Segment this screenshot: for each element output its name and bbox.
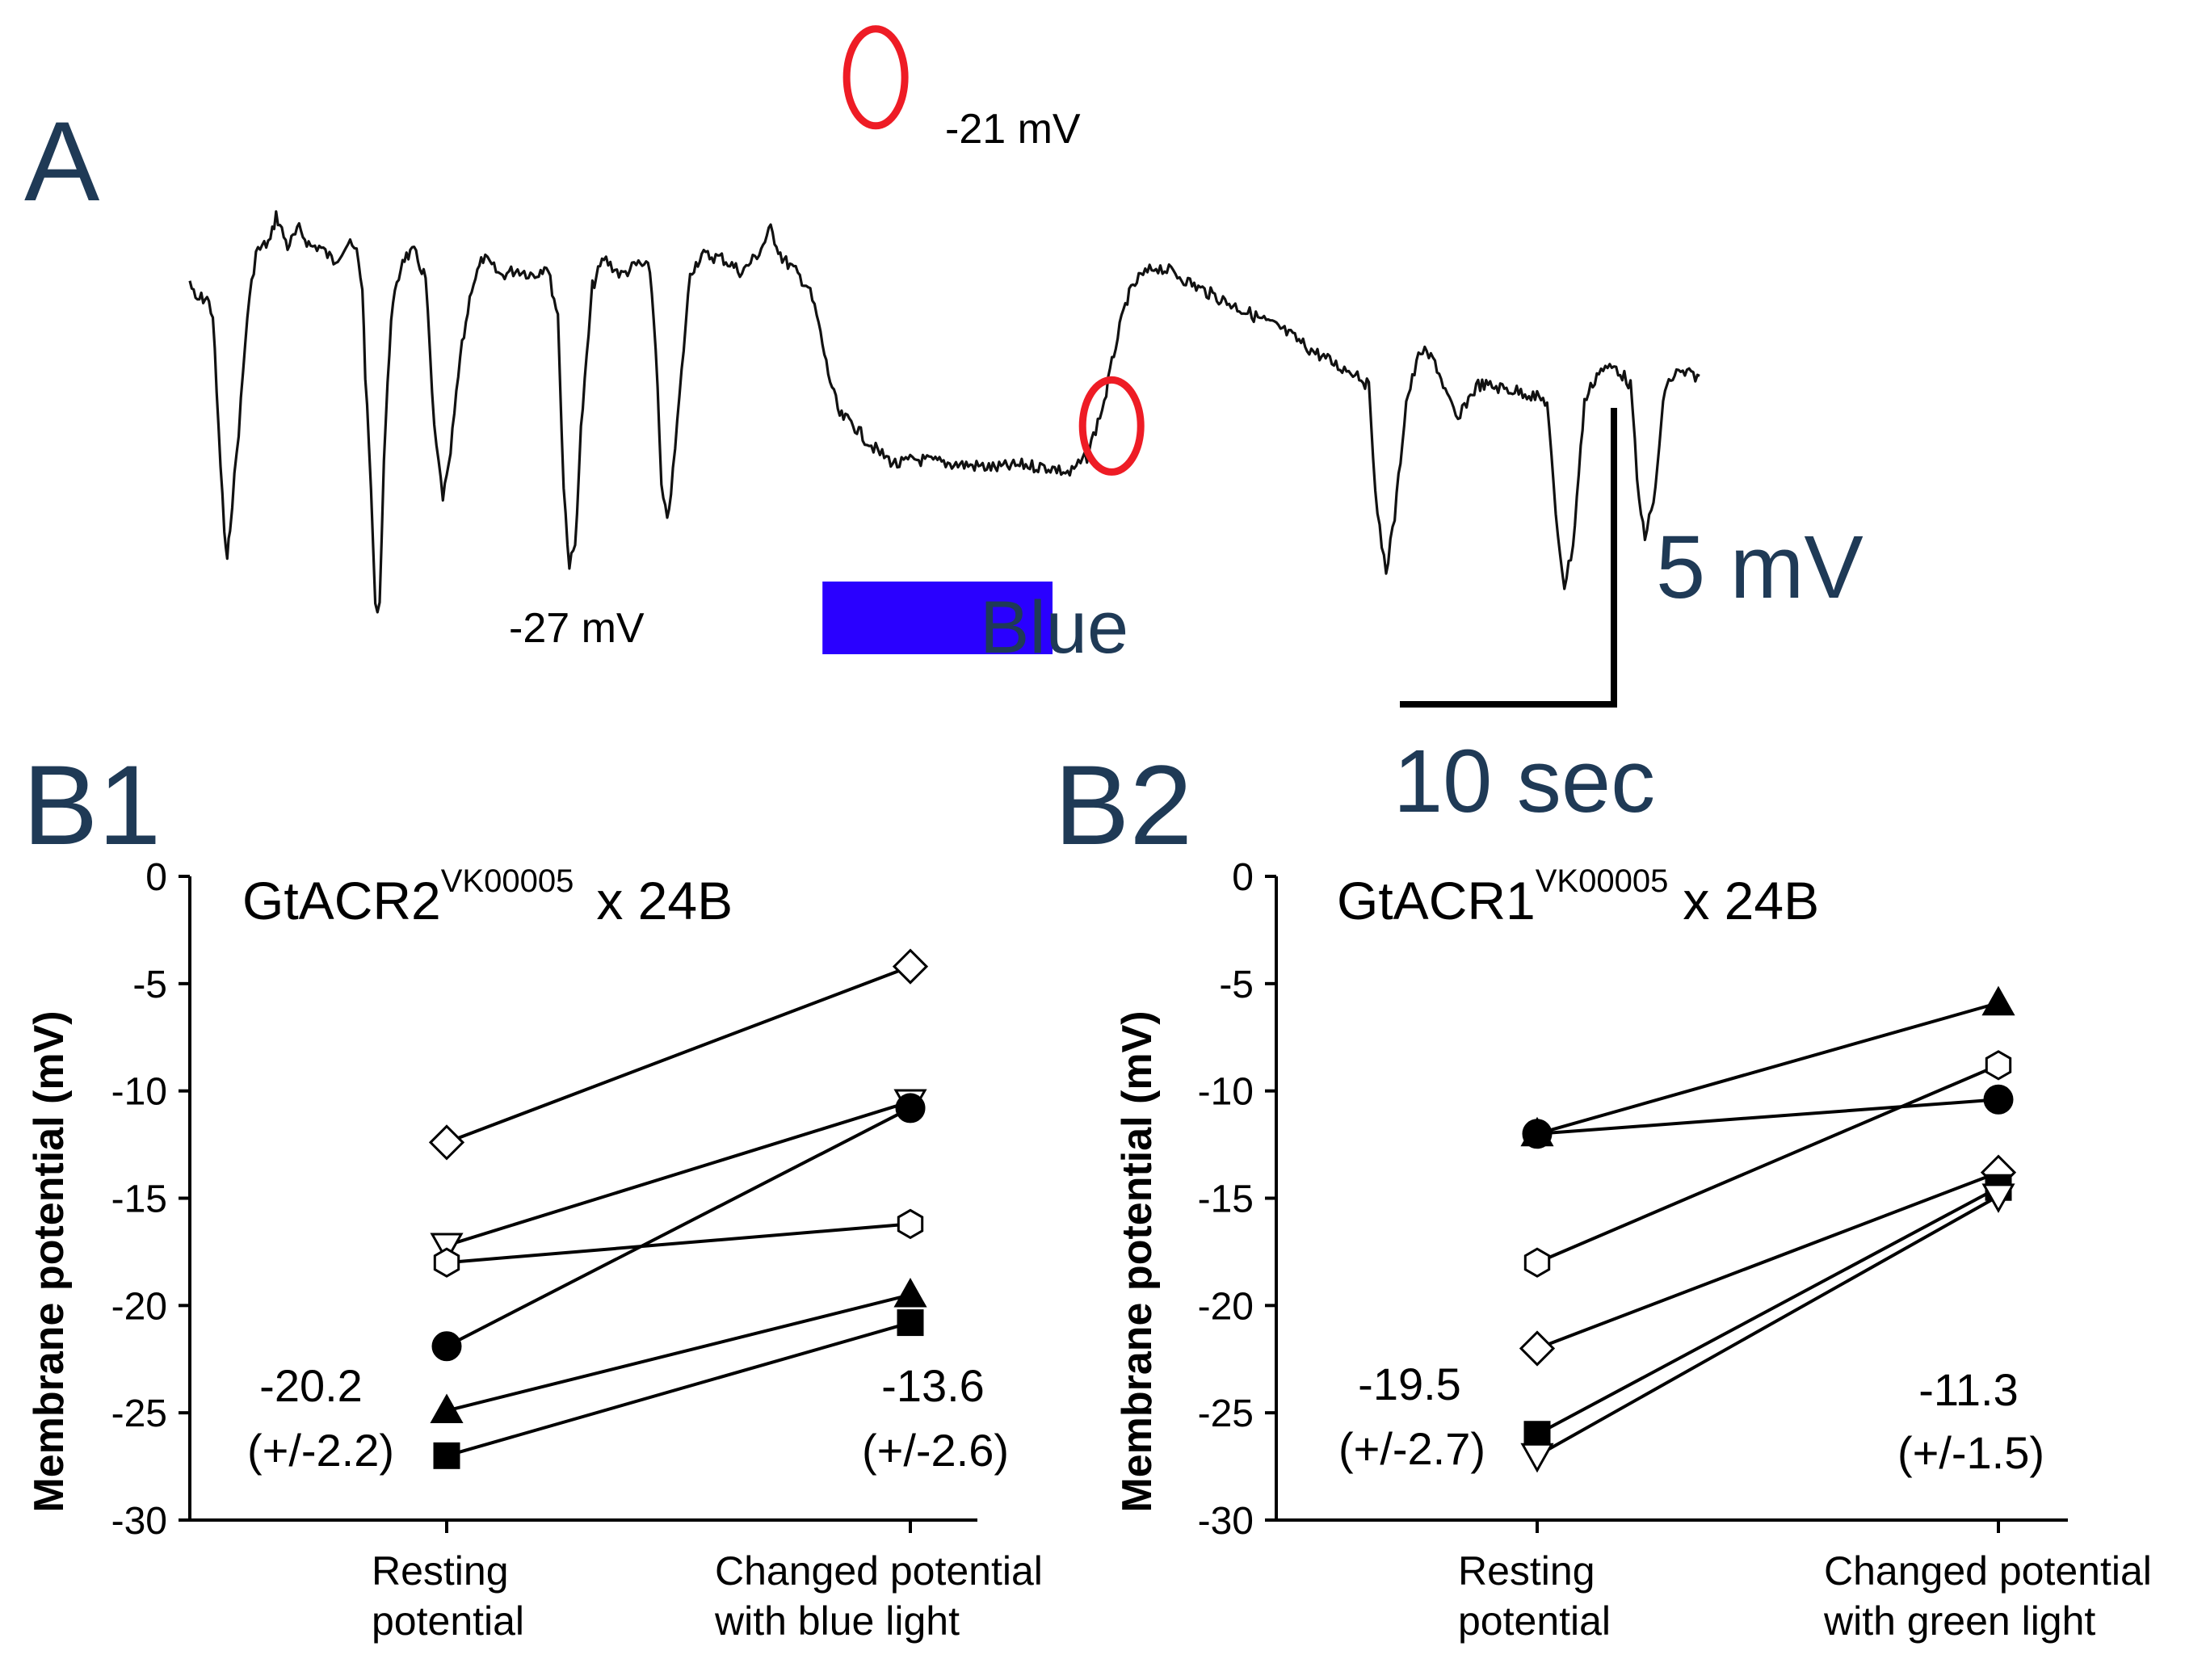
panel-a-trace: Blue -27 mV -21 mV 5 mV 10 sec (188, 25, 1864, 831)
peak-value-label: -21 mV (945, 106, 1081, 153)
b1-point (897, 1208, 924, 1240)
b2-point (1981, 985, 2015, 1016)
trough-highlight-circle (842, 25, 909, 130)
b1-point (430, 1393, 464, 1424)
b1-title-superscript: VK00005 (441, 863, 574, 899)
b2-y-tick-label: -10 (1198, 1071, 1254, 1114)
b1-y-tick-label: -5 (132, 964, 167, 1006)
b2-point (1523, 1421, 1551, 1448)
b2-y-tick-label: -20 (1198, 1285, 1254, 1328)
b2-title-superscript: VK00005 (1536, 863, 1669, 899)
b2-y-tick-label: -15 (1198, 1178, 1254, 1221)
b1-category-label: Changed potential with blue light (714, 1548, 1043, 1644)
b1-title: GtACR2VK00005 x 24B (242, 863, 733, 930)
b1-series-line (446, 1107, 911, 1348)
b2-point (1522, 1119, 1553, 1149)
b1-point (431, 1331, 462, 1362)
b2-category-label: Resting potential (1458, 1548, 1611, 1644)
b2-point (1985, 1050, 2012, 1081)
b2-series-line (1536, 1098, 1999, 1136)
b1-y-tick-label: 0 (145, 856, 167, 899)
panel-label-b1: B1 (23, 741, 161, 868)
b2-category-label: Changed potential with green light (1823, 1548, 2152, 1644)
b2-point (1519, 1330, 1556, 1367)
scale-bar-mv-label: 5 mV (1656, 518, 1864, 617)
b1-series-line (446, 1293, 911, 1413)
b1-series-line (446, 964, 911, 1144)
b1-title-main: GtACR2 (242, 871, 441, 930)
b2-point (1981, 1183, 2015, 1213)
b1-point (430, 1233, 464, 1263)
b2-title: GtACR1VK00005 x 24B (1337, 863, 1819, 930)
b1-point (897, 1309, 924, 1337)
b2-title-suffix: x 24B (1683, 871, 1819, 930)
b2-series-line (1536, 1170, 1999, 1350)
scale-bar-time-label: 10 sec (1393, 732, 1655, 831)
b2-series-line (1536, 1063, 1999, 1265)
b1-y-tick-label: -15 (111, 1178, 167, 1221)
b1-point (433, 1247, 460, 1278)
b1-point (895, 1093, 926, 1124)
b2-right-mean: -11.3 (1918, 1364, 2018, 1415)
b2-right-sd: (+/-1.5) (1897, 1427, 2044, 1478)
b2-series-line (1536, 1195, 1999, 1458)
b1-series-line (446, 1100, 911, 1247)
b2-y-axis-label: Membrane potential (mV) (1114, 1010, 1161, 1512)
panel-label-b2: B2 (1054, 741, 1192, 868)
b1-point (893, 1277, 927, 1308)
panel-label-a: A (24, 98, 100, 225)
membrane-trace-line (188, 210, 1700, 614)
b2-point (1523, 1247, 1551, 1278)
panel-b1-chart: 0 -5 -10 -15 -20 -25 -30 Resting potential Change… (26, 856, 1043, 1644)
blue-light-stimulus-bar (822, 582, 1053, 654)
peak-highlight-circle (1078, 376, 1145, 476)
b2-left-sd: (+/-2.7) (1338, 1423, 1485, 1474)
b1-title-suffix: x 24B (596, 871, 733, 930)
b1-y-axis-label: Membrane potential (mV) (26, 1010, 73, 1512)
panel-b2-chart: 0 -5 -10 -15 -20 -25 -30 Resting potential Change… (1114, 856, 2152, 1644)
trough-value-label: -27 mV (509, 605, 645, 652)
b2-point (1520, 1443, 1554, 1473)
b1-series-line (446, 1222, 911, 1265)
b1-point (892, 948, 929, 985)
b1-y-tick-label: -10 (111, 1071, 167, 1114)
b1-y-tick-label: -25 (111, 1392, 167, 1435)
b2-title-main: GtACR1 (1337, 871, 1536, 930)
b1-right-mean: -13.6 (881, 1360, 985, 1411)
b2-point (1983, 1084, 2014, 1115)
b2-y-tick-label: -25 (1198, 1392, 1254, 1435)
b1-point (428, 1124, 465, 1161)
b1-left-mean: -20.2 (259, 1360, 363, 1411)
b2-series-line (1536, 1186, 1999, 1436)
b1-y-tick-label: -30 (111, 1500, 167, 1543)
b1-point (433, 1442, 460, 1469)
b2-y-tick-label: -5 (1219, 964, 1254, 1006)
b1-left-sd: (+/-2.2) (247, 1425, 394, 1476)
b1-y-tick-label: -20 (111, 1285, 167, 1328)
b2-series-line (1536, 1001, 1999, 1136)
b1-series-line (446, 1321, 911, 1458)
b1-category-label: Resting potential (372, 1548, 524, 1644)
b1-right-sd: (+/-2.6) (862, 1425, 1009, 1476)
b2-y-tick-label: -30 (1198, 1500, 1254, 1543)
stimulus-label: Blue (980, 586, 1128, 669)
b2-left-mean: -19.5 (1358, 1359, 1461, 1409)
b2-y-tick-label: 0 (1232, 856, 1254, 899)
